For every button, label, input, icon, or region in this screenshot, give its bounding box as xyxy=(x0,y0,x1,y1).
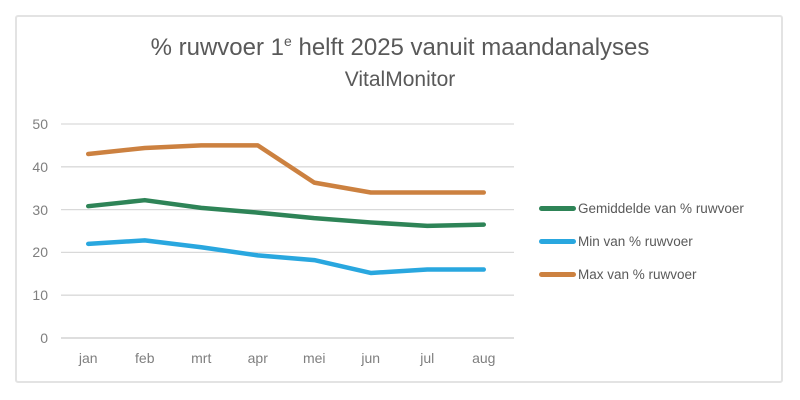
series-line-2 xyxy=(86,143,486,195)
chart-title: % ruwvoer 1e helft 2025 vanuit maandanal… xyxy=(0,27,800,92)
legend-label: Gemiddelde van % ruwvoer xyxy=(578,201,744,216)
legend-label: Min van % ruwvoer xyxy=(578,234,693,249)
legend-label: Max van % ruwvoer xyxy=(578,267,697,282)
y-tick-label: 10 xyxy=(32,287,48,304)
x-tick-label: jul xyxy=(420,350,435,366)
chart-title-text: % ruwvoer 1 xyxy=(150,34,284,61)
legend: Gemiddelde van % ruwvoer Min van % ruwvo… xyxy=(539,192,744,291)
y-tick-label: 50 xyxy=(32,116,48,132)
x-tick-label: jun xyxy=(361,350,381,366)
legend-swatch-line xyxy=(539,239,576,244)
legend-item: Max van % ruwvoer xyxy=(539,258,744,291)
y-tick-label: 40 xyxy=(32,158,48,175)
chart-frame xyxy=(15,15,783,383)
chart-title-superscript: e xyxy=(284,33,292,49)
legend-swatch-line xyxy=(539,206,576,211)
x-tick-label: feb xyxy=(135,350,155,366)
y-tick-label: 0 xyxy=(40,330,48,346)
legend-item: Gemiddelde van % ruwvoer xyxy=(539,192,744,225)
legend-item: Min van % ruwvoer xyxy=(539,225,744,258)
x-tick-label: apr xyxy=(247,350,268,366)
chart-title-text-2: helft 2025 vanuit maandanalyses xyxy=(291,34,650,61)
x-tick-label: mei xyxy=(302,350,326,366)
legend-swatch-line xyxy=(539,272,576,277)
chart-subtitle: VitalMonitor xyxy=(344,68,456,91)
chart-title-line1: % ruwvoer 1e helft 2025 vanuit maandanal… xyxy=(0,27,800,62)
series-line-1 xyxy=(86,238,486,276)
y-tick-label: 20 xyxy=(32,244,48,261)
x-tick-label: aug xyxy=(472,350,496,366)
x-tick-label: jan xyxy=(78,350,98,366)
x-tick-label: mrt xyxy=(191,350,212,366)
y-tick-label: 30 xyxy=(32,201,48,218)
series-line-0 xyxy=(86,197,486,229)
